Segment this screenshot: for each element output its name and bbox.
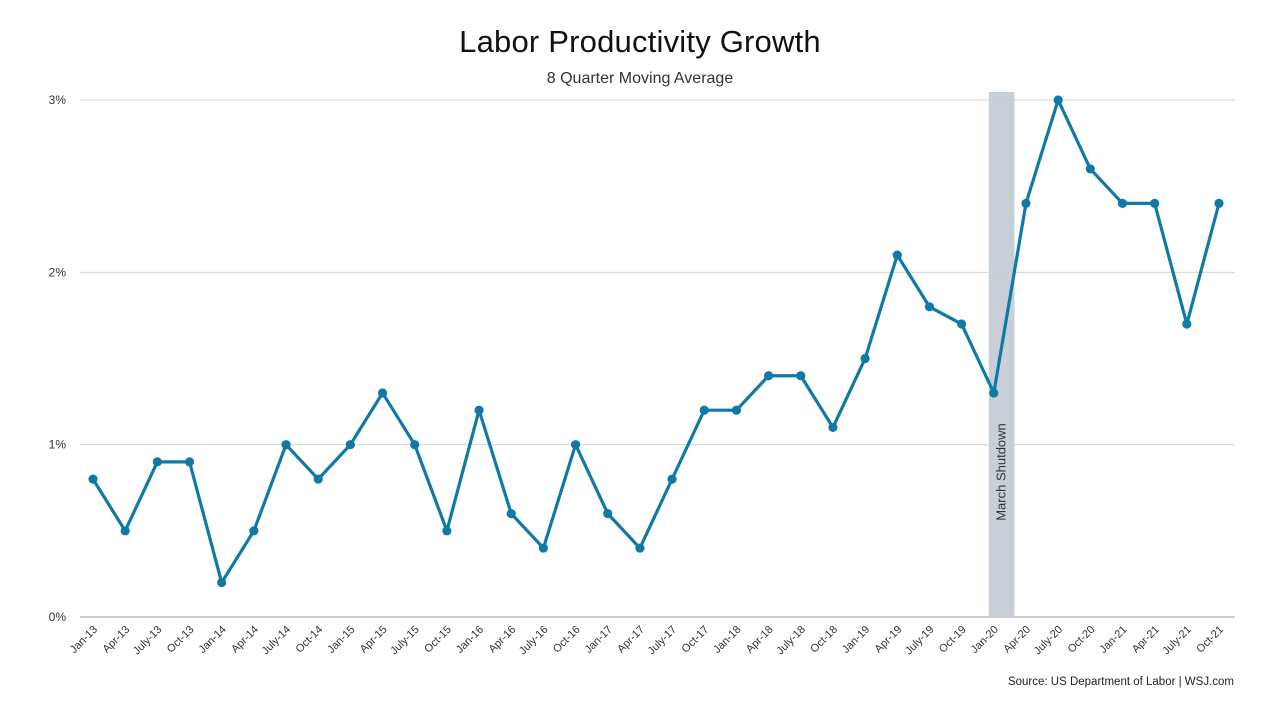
- x-tick-label: July-18: [774, 624, 808, 658]
- series-line: [91, 98, 1221, 585]
- x-tick-label: Oct-13: [165, 624, 197, 656]
- x-tick-label: July-13: [131, 624, 165, 658]
- data-point: [924, 302, 935, 312]
- x-tick-label: Jan-14: [197, 624, 229, 656]
- x-tick-label: July-21: [1160, 624, 1194, 658]
- data-point: [410, 440, 420, 450]
- gridlines: [80, 99, 1235, 618]
- x-tick-label: Jan-21: [1097, 624, 1129, 656]
- x-tick-label: Jan-19: [840, 624, 872, 656]
- x-tick-label: Apr-15: [358, 624, 390, 656]
- data-point: [860, 353, 870, 364]
- x-tick-label: Jan-15: [325, 624, 357, 656]
- x-tick-label: Apr-20: [1001, 624, 1033, 656]
- data-point: [1053, 95, 1063, 105]
- x-tick-label: Jan-20: [969, 624, 1001, 656]
- data-point: [957, 319, 967, 329]
- data-point: [345, 440, 355, 450]
- x-tick-label: Apr-18: [744, 624, 776, 656]
- chart-subtitle: 8 Quarter Moving Average: [546, 70, 734, 87]
- x-tick-label: Oct-19: [937, 624, 969, 656]
- data-point: [184, 457, 195, 467]
- x-tick-label: Oct-16: [551, 624, 583, 656]
- data-point: [1117, 198, 1128, 208]
- y-tick-label: 2%: [49, 265, 67, 279]
- x-tick-label: July-16: [517, 624, 551, 658]
- data-point: [88, 474, 98, 484]
- data-point: [603, 508, 613, 519]
- shutdown-band-label: March Shutdown: [994, 423, 1009, 521]
- data-point: [249, 526, 259, 536]
- data-point: [892, 250, 902, 260]
- data-point: [667, 474, 677, 484]
- y-tick-label: 0%: [49, 610, 67, 624]
- data-point: [313, 474, 323, 484]
- data-point: [281, 440, 291, 450]
- x-tick-label: Oct-15: [422, 624, 454, 656]
- data-point: [152, 457, 162, 467]
- data-point: [1085, 164, 1095, 174]
- data-point: [1021, 198, 1031, 208]
- source-note: Source: US Department of Labor | WSJ.com: [1007, 676, 1234, 688]
- data-point: [764, 371, 774, 381]
- data-point: [1182, 319, 1192, 329]
- data-point: [989, 388, 999, 398]
- data-point: [506, 508, 516, 519]
- y-tick-label: 3%: [49, 93, 67, 107]
- data-point: [570, 440, 581, 450]
- data-point: [377, 388, 388, 398]
- x-tick-label: Apr-17: [615, 624, 647, 656]
- x-tick-label: Jan-13: [68, 624, 100, 656]
- x-tick-label: Oct-20: [1066, 624, 1098, 656]
- y-tick-label: 1%: [49, 438, 67, 452]
- data-point: [796, 371, 806, 381]
- data-point: [538, 543, 549, 553]
- x-tick-label: Oct-21: [1194, 624, 1226, 656]
- data-point: [217, 577, 227, 588]
- data-point: [474, 405, 484, 415]
- data-point: [1150, 198, 1160, 208]
- x-tick-label: July-14: [260, 624, 294, 658]
- x-tick-label: Jan-18: [711, 624, 743, 656]
- x-tick-label: July-17: [646, 624, 680, 658]
- x-tick-label: Apr-13: [100, 624, 132, 656]
- data-point: [731, 405, 742, 415]
- x-tick-label: July-19: [903, 624, 937, 658]
- data-point: [699, 405, 709, 415]
- x-tick-label: Apr-19: [873, 624, 905, 656]
- x-tick-label: July-20: [1032, 624, 1066, 658]
- series-layer: [88, 95, 1224, 588]
- x-tick-label: July-15: [388, 624, 422, 658]
- x-tick-label: Oct-18: [808, 624, 840, 656]
- x-tick-label: Oct-17: [680, 624, 712, 656]
- data-point: [828, 422, 838, 433]
- data-point: [442, 526, 452, 536]
- x-tick-label: Jan-16: [454, 624, 486, 656]
- data-point: [120, 526, 130, 536]
- x-tick-label: Oct-14: [293, 624, 325, 656]
- x-tick-label: Jan-17: [583, 624, 615, 656]
- y-axis: 0% 1% 2% 3%: [49, 93, 67, 624]
- chart-title: Labor Productivity Growth: [459, 24, 821, 59]
- data-point: [635, 543, 645, 553]
- x-tick-label: Apr-14: [229, 624, 261, 656]
- x-tick-label: Apr-21: [1130, 624, 1162, 656]
- x-tick-label: Apr-16: [487, 624, 519, 656]
- data-point: [1214, 198, 1224, 208]
